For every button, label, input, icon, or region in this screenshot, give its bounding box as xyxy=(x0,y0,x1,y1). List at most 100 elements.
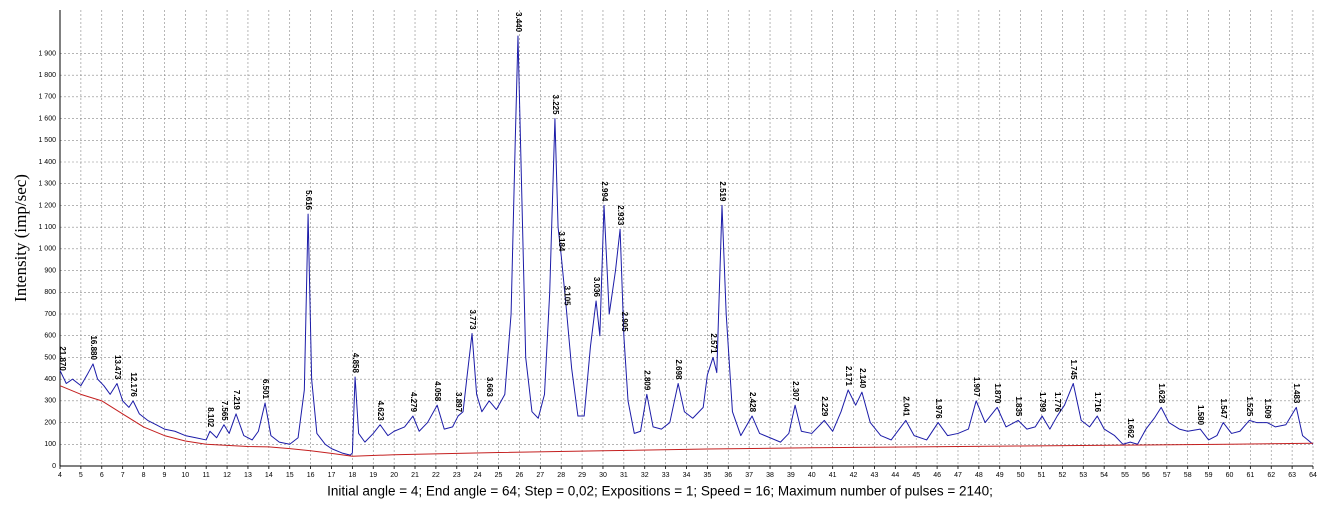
y-tick-label: 1 600 xyxy=(38,115,56,122)
x-tick-label: 28 xyxy=(557,472,565,479)
x-tick-label: 34 xyxy=(683,472,691,479)
x-tick-label: 48 xyxy=(975,472,983,479)
peak-label: 2.519 xyxy=(718,181,727,202)
peak-label: 3.773 xyxy=(468,310,477,331)
x-tick-label: 7 xyxy=(121,472,125,479)
x-tick-label: 41 xyxy=(829,472,837,479)
peak-label: 4.623 xyxy=(376,401,385,422)
peak-label: 1.907 xyxy=(972,377,981,398)
x-tick-label: 25 xyxy=(495,472,503,479)
x-tick-label: 53 xyxy=(1079,472,1087,479)
y-axis-title: Intensity (imp/sec) xyxy=(11,174,30,302)
peak-label: 2.428 xyxy=(748,392,757,413)
peak-label: 21.870 xyxy=(58,346,67,371)
y-tick-label: 1 300 xyxy=(38,181,56,188)
x-tick-label: 37 xyxy=(745,472,753,479)
peak-label: 1.628 xyxy=(1157,383,1166,404)
x-tick-label: 44 xyxy=(891,472,899,479)
peak-label: 8.102 xyxy=(206,407,215,428)
peak-label: 13.473 xyxy=(113,355,122,380)
peak-label: 2.905 xyxy=(620,312,629,333)
x-tick-label: 5 xyxy=(79,472,83,479)
peak-label: 6.501 xyxy=(261,379,270,400)
x-tick-label: 38 xyxy=(766,472,774,479)
peak-label: 1.976 xyxy=(934,399,943,420)
y-tick-label: 300 xyxy=(44,398,56,405)
x-tick-label: 10 xyxy=(181,472,189,479)
y-tick-label: 400 xyxy=(44,376,56,383)
y-tick-label: 1 900 xyxy=(38,50,56,57)
x-tick-label: 19 xyxy=(369,472,377,479)
x-tick-label: 61 xyxy=(1246,472,1254,479)
peak-label: 7.565 xyxy=(220,401,229,422)
peak-label: 2.571 xyxy=(709,333,718,354)
x-tick-label: 15 xyxy=(286,472,294,479)
x-tick-label: 21 xyxy=(411,472,419,479)
x-tick-label: 35 xyxy=(703,472,711,479)
x-tick-label: 46 xyxy=(933,472,941,479)
x-tick-label: 45 xyxy=(912,472,920,479)
x-tick-label: 58 xyxy=(1184,472,1192,479)
x-tick-label: 63 xyxy=(1288,472,1296,479)
peak-label: 2.809 xyxy=(643,370,652,391)
x-tick-label: 14 xyxy=(265,472,273,479)
x-tick-label: 4 xyxy=(58,472,62,479)
x-tick-label: 27 xyxy=(536,472,544,479)
x-tick-label: 50 xyxy=(1017,472,1025,479)
y-tick-label: 1 000 xyxy=(38,246,56,253)
peak-label: 2.307 xyxy=(791,381,800,402)
y-tick-label: 900 xyxy=(44,267,56,274)
x-tick-label: 39 xyxy=(787,472,795,479)
peak-label: 4.058 xyxy=(433,381,442,402)
x-tick-label: 56 xyxy=(1142,472,1150,479)
series-line xyxy=(59,385,1314,457)
x-tick-label: 16 xyxy=(307,472,315,479)
x-tick-label: 54 xyxy=(1100,472,1108,479)
x-tick-label: 30 xyxy=(599,472,607,479)
y-tick-label: 1 400 xyxy=(38,159,56,166)
x-tick-label: 26 xyxy=(516,472,524,479)
peak-label: 3.225 xyxy=(551,95,560,116)
y-tick-label: 100 xyxy=(44,441,56,448)
x-tick-label: 40 xyxy=(808,472,816,479)
footer: Initial angle = 4; End angle = 64; Step … xyxy=(327,484,993,499)
peak-label: 3.105 xyxy=(562,286,571,307)
x-tick-label: 33 xyxy=(662,472,670,479)
peak-label: 1.547 xyxy=(1219,399,1228,420)
x-tick-label: 20 xyxy=(390,472,398,479)
x-tick-label: 11 xyxy=(203,472,210,479)
peak-label: 16.880 xyxy=(89,335,98,360)
x-tick-label: 23 xyxy=(453,472,461,479)
peak-label: 7.219 xyxy=(232,390,241,411)
x-tick-label: 24 xyxy=(474,472,482,479)
peak-label: 2.041 xyxy=(902,396,911,417)
peak-label: 1.662 xyxy=(1126,418,1135,439)
peak-label: 2.140 xyxy=(858,368,867,389)
x-tick-label: 42 xyxy=(850,472,858,479)
x-tick-label: 59 xyxy=(1205,472,1213,479)
peak-label: 3.036 xyxy=(592,277,601,298)
peak-label: 1.799 xyxy=(1038,392,1047,413)
x-tick-label: 47 xyxy=(954,472,962,479)
peak-label: 1.525 xyxy=(1245,396,1254,417)
peak-label: 2.994 xyxy=(600,181,609,202)
x-tick-label: 62 xyxy=(1267,472,1275,479)
x-tick-label: 51 xyxy=(1038,472,1046,479)
x-tick-label: 60 xyxy=(1226,472,1234,479)
peak-label: 3.663 xyxy=(485,377,494,398)
y-tick-label: 1 700 xyxy=(38,94,56,101)
peak-label: 3.897 xyxy=(454,392,463,413)
y-tick-label: 500 xyxy=(44,354,56,361)
x-tick-label: 36 xyxy=(724,472,732,479)
x-tick-label: 13 xyxy=(244,472,252,479)
y-tick-label: 200 xyxy=(44,419,56,426)
peak-label: 1.716 xyxy=(1093,392,1102,413)
peak-label: 2.698 xyxy=(674,359,683,380)
y-tick-label: 1 100 xyxy=(38,224,56,231)
peak-label: 2.171 xyxy=(844,366,853,387)
x-tick-label: 55 xyxy=(1121,472,1129,479)
x-tick-label: 43 xyxy=(871,472,879,479)
x-tick-label: 8 xyxy=(142,472,146,479)
